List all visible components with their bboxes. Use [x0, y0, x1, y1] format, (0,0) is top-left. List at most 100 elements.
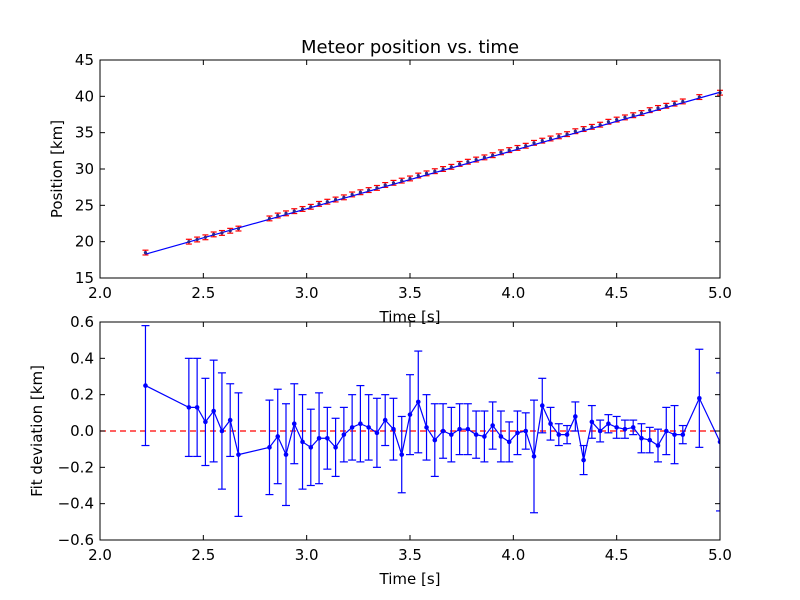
position-point: [358, 190, 362, 194]
position-point: [375, 186, 379, 190]
deviation-point: [333, 445, 338, 450]
deviation-point: [415, 399, 421, 405]
deviation-point: [211, 408, 216, 414]
position-point: [590, 125, 594, 129]
position-point: [524, 144, 528, 148]
deviation-series: [141, 325, 720, 517]
deviation-point: [630, 425, 636, 430]
position-point: [350, 192, 354, 197]
y-tick-label: 35: [75, 124, 94, 142]
position-point: [697, 95, 701, 99]
y-tick-label: 25: [75, 196, 94, 214]
position-point: [656, 106, 660, 110]
y-tick-label: −0.2: [58, 458, 94, 476]
position-point: [309, 205, 313, 209]
deviation-point: [316, 435, 322, 441]
deviation-point: [697, 396, 702, 401]
x-tick-label: 3.0: [295, 546, 319, 564]
position-point: [317, 202, 321, 206]
position-point: [681, 99, 685, 104]
deviation-point: [432, 437, 438, 443]
deviation-point: [606, 421, 611, 427]
position-point: [367, 188, 371, 192]
y-tick-label: 15: [75, 269, 94, 287]
y-tick-label: −0.4: [58, 495, 94, 513]
position-point: [458, 162, 462, 166]
deviation-x-ticks: 2.0 2.5 3.0 3.5 4.0 4.5 5.0: [88, 322, 732, 564]
position-point: [606, 120, 611, 124]
position-point: [284, 211, 288, 215]
position-point: [507, 148, 511, 152]
position-point: [220, 231, 224, 235]
deviation-point: [424, 425, 429, 430]
deviation-y-ticks: 0.6 0.4 0.2 0.0 −0.2 −0.4 −0.6: [58, 313, 720, 549]
x-tick-label: 2.0: [88, 284, 112, 302]
deviation-point: [440, 428, 446, 434]
y-tick-label: 0.4: [70, 349, 94, 367]
deviation-point: [275, 434, 281, 439]
deviation-point: [291, 421, 297, 427]
deviation-point: [325, 435, 330, 441]
position-point: [573, 129, 577, 133]
position-point: [615, 117, 619, 122]
deviation-point: [227, 417, 233, 423]
position-fit-line: [145, 91, 721, 255]
x-tick-label: 4.0: [501, 284, 525, 302]
x-tick-label: 2.5: [191, 284, 215, 302]
position-point: [203, 235, 207, 239]
x-tick-label: 4.5: [605, 546, 629, 564]
deviation-point: [407, 412, 413, 417]
deviation-point: [358, 421, 363, 427]
deviation-point: [341, 432, 347, 437]
deviation-point: [622, 426, 628, 432]
position-point: [342, 195, 346, 199]
position-point: [408, 176, 412, 181]
deviation-point: [382, 417, 388, 423]
deviation-point: [639, 435, 644, 441]
y-tick-label: 45: [75, 51, 94, 69]
deviation-point: [194, 405, 200, 410]
position-point: [228, 229, 232, 233]
y-tick-label: 0.0: [70, 422, 94, 440]
x-tick-label: 5.0: [708, 546, 732, 564]
deviation-point: [308, 445, 314, 450]
deviation-point: [399, 452, 405, 457]
deviation-point: [680, 432, 686, 437]
position-point: [400, 179, 404, 183]
deviation-point: [473, 432, 479, 437]
deviation-point: [589, 419, 595, 425]
position-point: [276, 213, 280, 218]
position-point: [292, 209, 296, 213]
deviation-x-axis-label: Time [s]: [379, 570, 441, 588]
x-tick-label: 3.0: [295, 284, 319, 302]
deviation-point: [597, 428, 603, 434]
position-point: [267, 216, 272, 221]
position-point: [466, 160, 470, 164]
position-point: [582, 127, 586, 131]
deviation-point: [465, 426, 471, 432]
deviation-point: [267, 445, 272, 450]
deviation-point: [490, 423, 495, 428]
position-point: [631, 113, 635, 117]
position-point: [482, 155, 486, 159]
position-point: [424, 171, 429, 175]
deviation-point: [614, 425, 619, 430]
position-point: [391, 181, 396, 185]
x-tick-label: 3.5: [398, 546, 422, 564]
deviation-point: [366, 425, 371, 430]
x-tick-label: 5.0: [708, 284, 732, 302]
deviation-point: [457, 426, 462, 432]
deviation-point: [391, 426, 396, 432]
position-point: [212, 232, 216, 236]
position-point: [491, 153, 495, 157]
x-tick-label: 4.0: [501, 546, 525, 564]
deviation-point: [143, 383, 148, 388]
y-tick-label: 0.2: [70, 386, 94, 404]
deviation-plot-area: [100, 325, 720, 517]
deviation-point: [203, 419, 208, 425]
position-point: [474, 157, 478, 162]
deviation-point: [647, 437, 653, 443]
position-point: [540, 139, 544, 143]
